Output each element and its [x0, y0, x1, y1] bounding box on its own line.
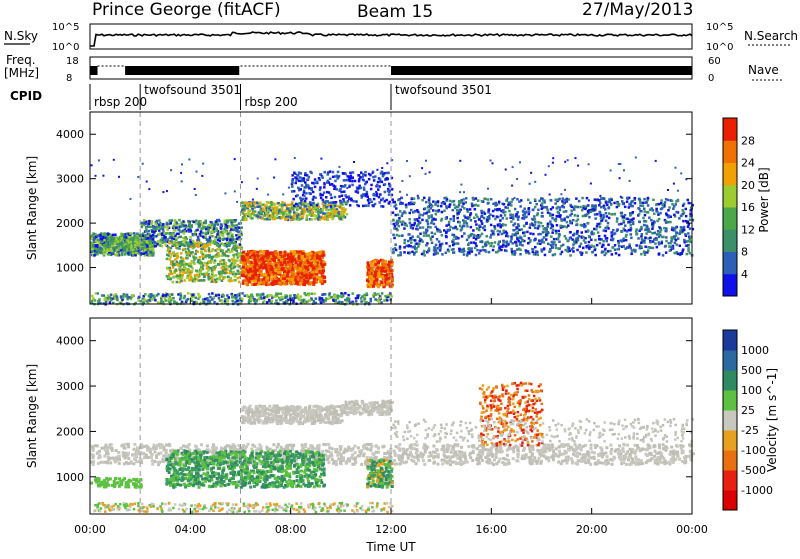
x-tick-label: 00:00	[676, 523, 708, 536]
x-tick-label: 16:00	[475, 523, 507, 536]
x-axis-label: Time UT	[365, 540, 416, 554]
date-title: 27/May/2013	[582, 0, 694, 20]
colorbar-swatch	[723, 330, 737, 351]
nave-label: Nave	[748, 63, 779, 77]
nsky-panel: N.Sky 10^5 10^0 10^5 10^0 N.Search	[4, 22, 798, 53]
colorbar-swatch	[723, 390, 737, 411]
colorbar-tick-label: -100	[741, 444, 766, 457]
y-tick-label: 4000	[56, 128, 84, 141]
beam-title: Beam 15	[357, 2, 433, 22]
colorbar-swatch	[723, 370, 737, 391]
cpid-segment-label: twofsound 3501	[395, 83, 492, 97]
nsky-tick-high: 10^5	[52, 22, 79, 33]
x-tick-label: 20:00	[576, 523, 608, 536]
colorbar-tick-label: 28	[741, 134, 755, 147]
x-tick-label: 00:00	[74, 523, 106, 536]
y-tick-label: 3000	[56, 173, 84, 186]
y-tick-label: 2000	[56, 425, 84, 438]
nsky-tick-low: 10^0	[52, 42, 79, 53]
colorbar-swatch	[723, 490, 737, 511]
colorbar-swatch	[723, 229, 737, 252]
colorbar-swatch	[723, 410, 737, 431]
colorbar-tick-label: 500	[741, 364, 762, 377]
colorbar-swatch	[723, 207, 737, 230]
colorbar-swatch	[723, 252, 737, 275]
colorbar-tick-label: 25	[741, 404, 755, 417]
colorbar-tick-label: 1000	[741, 344, 769, 357]
nsearch-label: N.Search	[744, 29, 798, 43]
nsky-label: N.Sky	[4, 29, 38, 43]
colorbar-swatch	[723, 350, 737, 371]
y-tick-label: 1000	[56, 471, 84, 484]
colorbar-swatch	[723, 450, 737, 471]
nsearch-tick-high: 10^5	[706, 22, 733, 33]
colorbar-swatch	[723, 140, 737, 163]
y-tick-label: 1000	[56, 262, 84, 275]
colorbar-swatch	[723, 274, 737, 297]
cpid-segment-label: rbsp 200	[245, 95, 298, 109]
cpid-label: CPID	[10, 89, 42, 103]
velocity-ylabel: Slant Range [km]	[25, 364, 39, 468]
nave-tick-high: 60	[708, 56, 721, 67]
nave-tick-low: 0	[708, 73, 714, 84]
freq-tick-high: 18	[66, 56, 79, 67]
x-tick-label: 12:00	[375, 523, 407, 536]
colorbar-tick-label: -1000	[741, 484, 773, 497]
power-ylabel: Slant Range [km]	[25, 156, 39, 260]
colorbar-tick-label: 20	[741, 179, 755, 192]
colorbar-tick-label: 12	[741, 223, 755, 236]
y-tick-label: 4000	[56, 335, 84, 348]
velocity-panel: 1000 2000 3000 4000 Slant Range [km] 1000 50…	[25, 298, 779, 554]
cpid-segment-label: rbsp 200	[94, 95, 147, 109]
colorbar-tick-label: 24	[741, 157, 755, 170]
colorbar-tick-label: 8	[741, 246, 748, 259]
colorbar-tick-label: 100	[741, 384, 762, 397]
freq-unit: [MHz]	[4, 66, 39, 80]
colorbar-tick-label: -25	[741, 424, 759, 437]
freq-label: Freq.	[6, 53, 36, 67]
colorbar-tick-label: -500	[741, 464, 766, 477]
station-title: Prince George (fitACF)	[92, 0, 281, 20]
colorbar-tick-label: 16	[741, 201, 755, 214]
colorbar-swatch	[723, 185, 737, 208]
colorbar-swatch	[723, 163, 737, 186]
colorbar-swatch	[723, 470, 737, 491]
nsearch-tick-low: 10^0	[706, 42, 733, 53]
power-panel: 1000 2000 3000 4000 Slant Range [km] 4 8 12 16…	[25, 112, 771, 306]
cpid-segment-label: twofsound 3501	[144, 83, 241, 97]
freq-panel: Freq. [MHz] 18 8 60 0 Nave	[4, 53, 782, 84]
x-tick-label: 08:00	[275, 523, 307, 536]
power-colorbar-label: Power [dB]	[757, 167, 771, 232]
velocity-colorbar-label: Velocity [m s^-1]	[765, 368, 779, 472]
freq-tick-low: 8	[66, 73, 72, 84]
colorbar-tick-label: 4	[741, 268, 748, 281]
y-tick-label: 3000	[56, 380, 84, 393]
x-tick-label: 04:00	[174, 523, 206, 536]
colorbar-swatch	[723, 430, 737, 451]
y-tick-label: 2000	[56, 217, 84, 230]
colorbar-swatch	[723, 118, 737, 141]
